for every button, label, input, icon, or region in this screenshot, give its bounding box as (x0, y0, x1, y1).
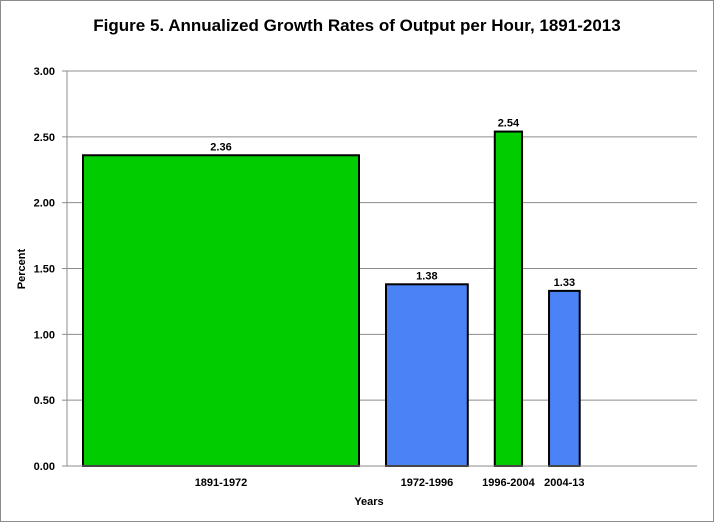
y-tick-label: 2.50 (34, 132, 55, 144)
bar (548, 289, 581, 467)
y-tick-label: 2.00 (34, 198, 55, 210)
data-labels: 2.36 1.38 2.54 1.33 (210, 118, 575, 289)
y-tick-label: 0.00 (34, 461, 55, 473)
x-category-label: 1972-1996 (401, 477, 454, 489)
y-tick-label: 1.00 (34, 329, 55, 341)
x-category-label: 2004-13 (544, 477, 584, 489)
x-axis-title: Years (354, 496, 383, 508)
y-axis-title: Percent (16, 248, 28, 289)
axes (62, 70, 697, 467)
y-tick-labels: 0.00 0.50 1.00 1.50 2.00 2.50 3.00 (34, 66, 55, 473)
data-label: 1.38 (416, 270, 437, 282)
x-category-label: 1996-2004 (482, 477, 535, 489)
y-tick-label: 1.50 (34, 264, 55, 276)
bar (385, 283, 469, 467)
x-category-labels: 1891-1972 1972-1996 1996-2004 2004-13 (195, 477, 585, 489)
data-label: 1.33 (554, 277, 575, 289)
y-tick-label: 3.00 (34, 66, 55, 78)
x-category-label: 1891-1972 (195, 477, 248, 489)
y-tick-label: 0.50 (34, 395, 55, 407)
bars (82, 130, 581, 467)
bar (82, 154, 360, 467)
data-label: 2.54 (498, 118, 520, 130)
bar (493, 130, 524, 467)
data-label: 2.36 (210, 141, 231, 153)
chart-title: Figure 5. Annualized Growth Rates of Out… (93, 16, 620, 35)
